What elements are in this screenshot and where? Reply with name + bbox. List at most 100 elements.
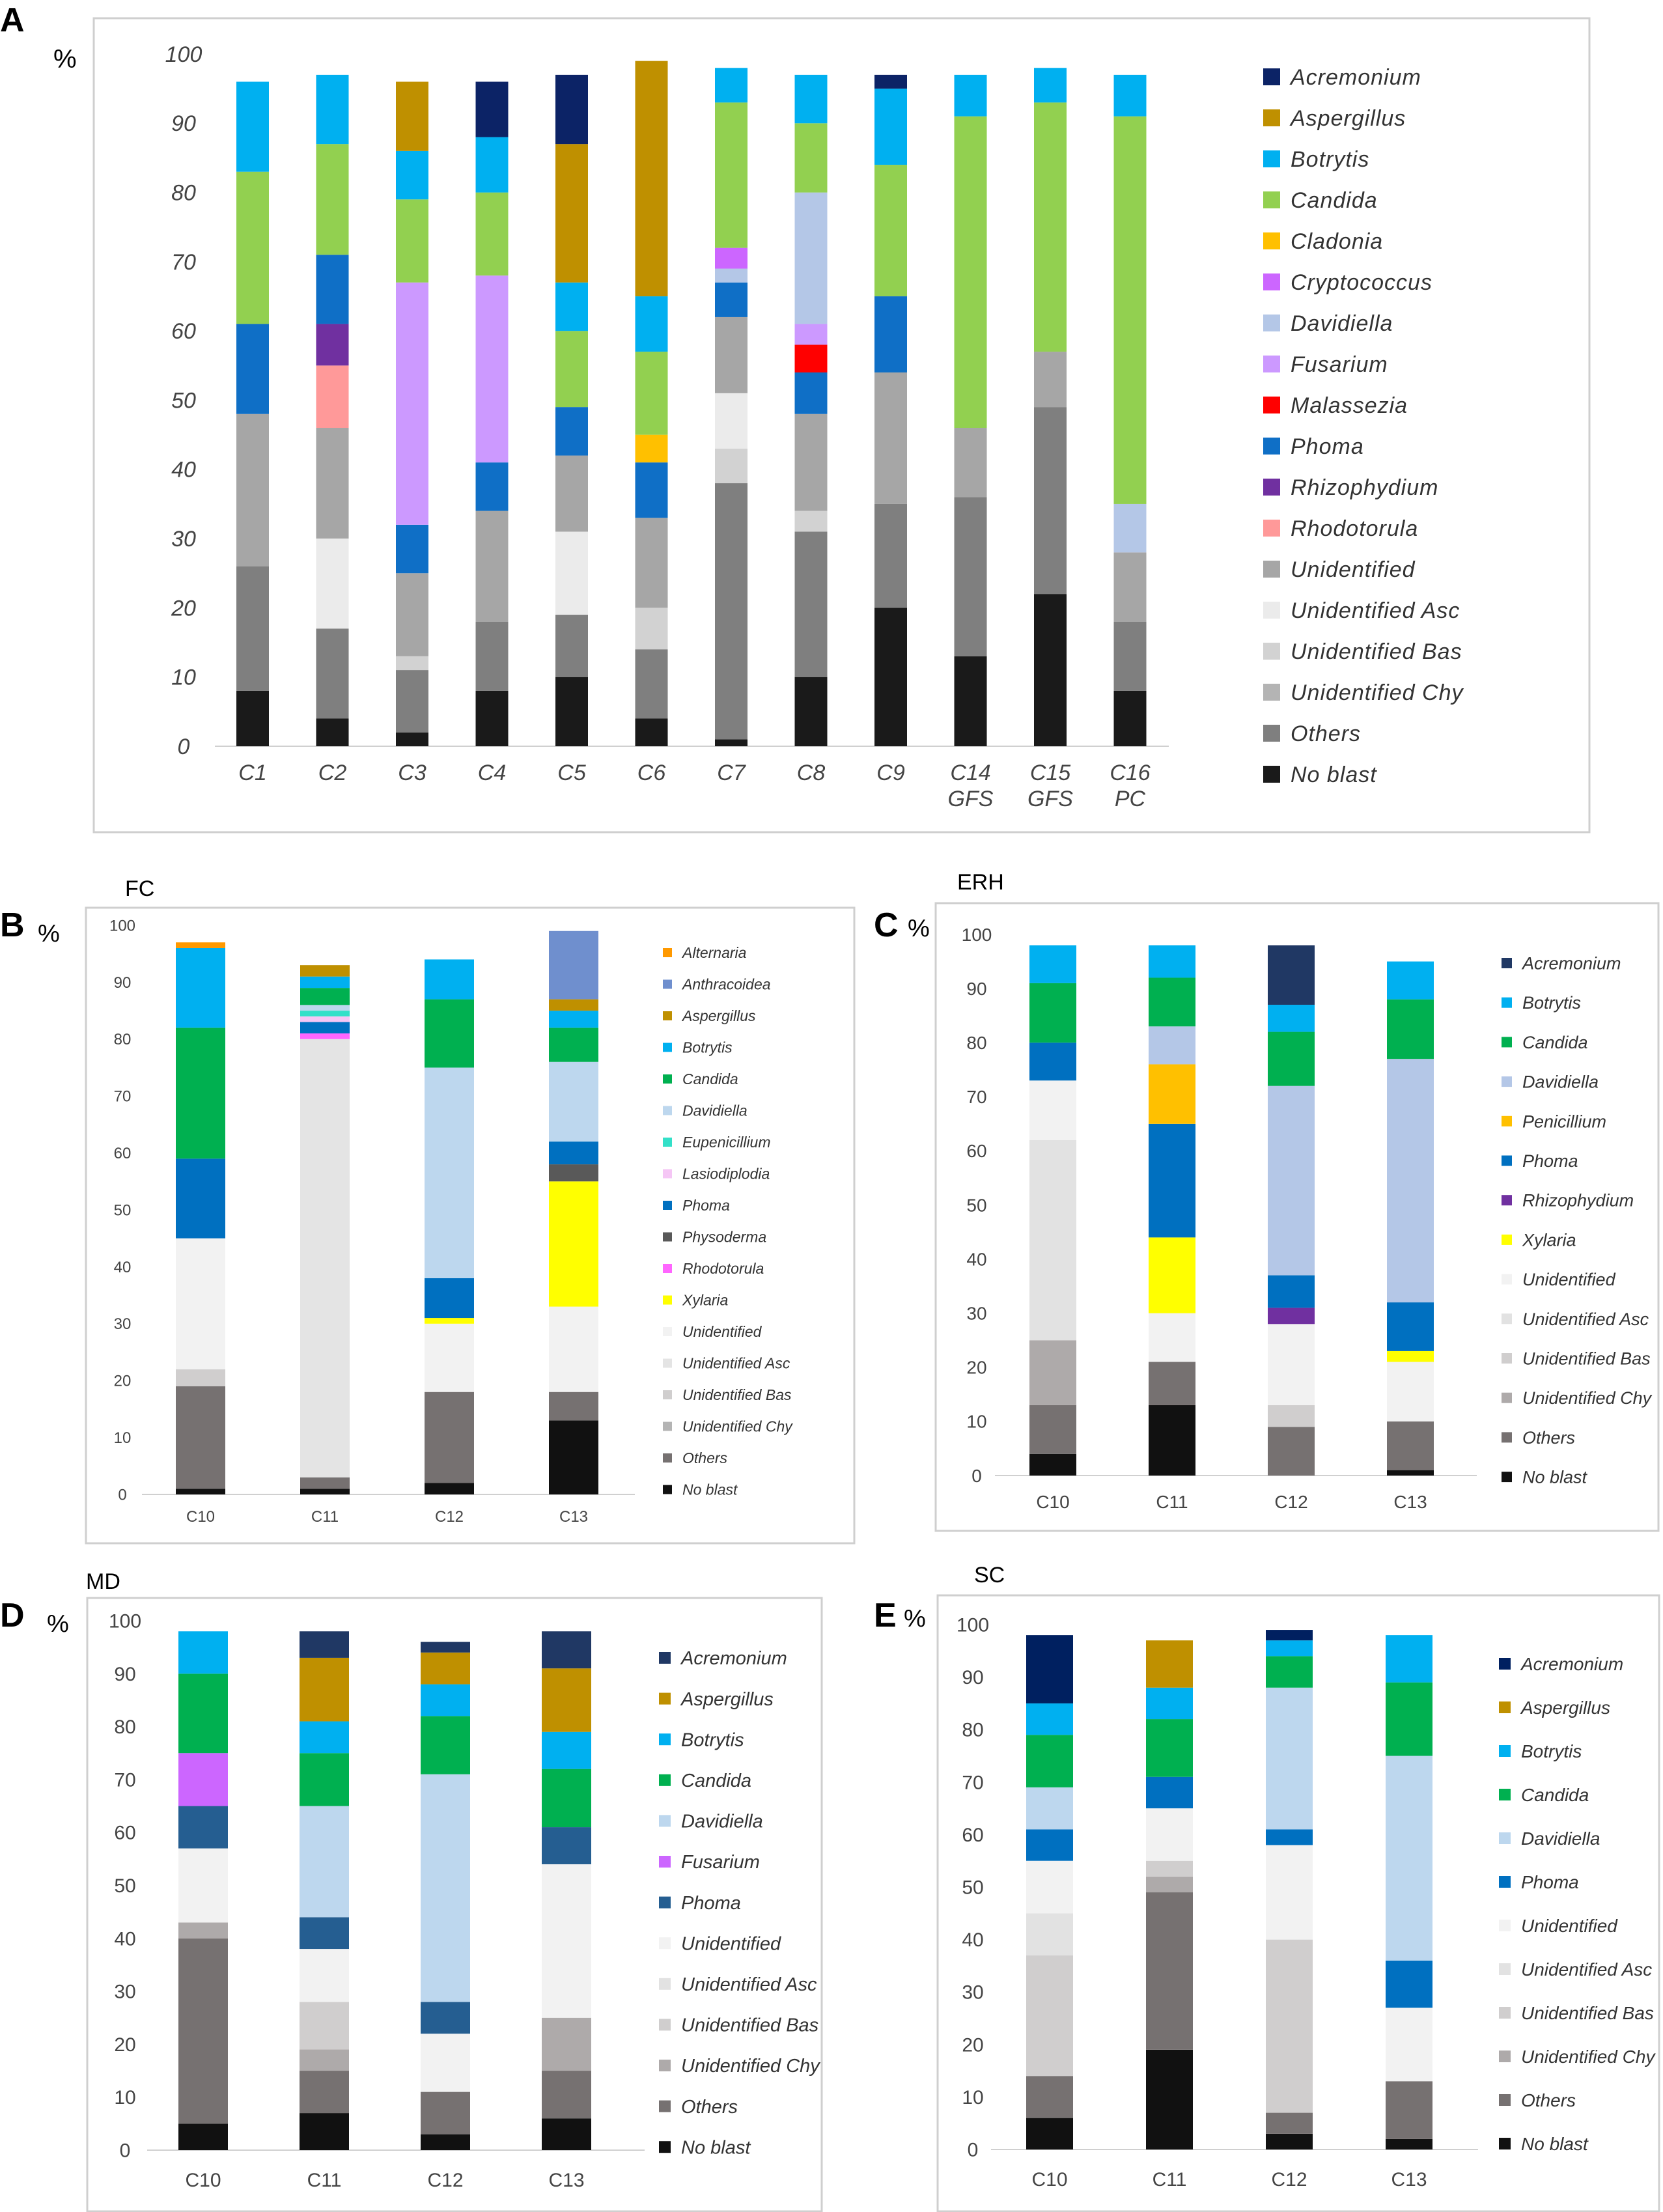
panel-c-bar-c11-unidentified <box>1149 1313 1195 1362</box>
panel-e-y-tick-90: 90 <box>962 1667 983 1688</box>
panel-c-x-label-c11: C11 <box>1156 1492 1188 1512</box>
panel-d-bar-c13-candida <box>542 1769 591 1828</box>
panel-e-legend-label-others: Others <box>1521 2090 1576 2110</box>
panel-e-bar-c10-candida <box>1026 1735 1073 1787</box>
panel-d-bar-c13-aspergillus <box>542 1668 591 1732</box>
panel-e-legend-label-phoma: Phoma <box>1521 1872 1579 1892</box>
panel-c-bar-c10-unidentified-chy <box>1029 1340 1076 1405</box>
panel-a-bar-c16-pc-no-blast <box>1113 690 1147 746</box>
panel-b-legend-swatch-anthracoidea <box>663 979 672 989</box>
panel-b-legend-swatch-unidentified-chy <box>663 1421 672 1431</box>
panel-c-bar-c13-others <box>1387 1421 1434 1470</box>
panel-d-legend-label-unidentified: Unidentified <box>681 1933 781 1954</box>
panel-a-bar-c9-others <box>874 503 907 608</box>
panel-b-y-tick-50: 50 <box>114 1201 132 1219</box>
panel-d-bar-c12-others <box>421 2092 470 2135</box>
panel-c-bar-c10-botrytis <box>1029 945 1076 983</box>
panel-a-legend-label-cladonia: Cladonia <box>1291 229 1383 254</box>
panel-a-legend-label-unidentified-asc: Unidentified Asc <box>1291 598 1460 623</box>
panel-d-legend-swatch-unidentified-asc <box>659 1978 671 1990</box>
panel-c-legend-swatch-rhizophydium <box>1502 1195 1512 1206</box>
panel-a-legend-swatch-phoma <box>1263 438 1280 455</box>
panel-b-bar-c13-botrytis <box>549 1011 598 1028</box>
panel-b-bar-c11-phoma <box>300 1022 350 1034</box>
panel-a-legend-label-unidentified-chy: Unidentified Chy <box>1291 680 1464 705</box>
panel-b-bar-c13-phoma <box>549 1141 598 1165</box>
panel-e-ylabel: % <box>904 1605 926 1632</box>
panel-c-bar-c11-penicillium <box>1149 1064 1195 1124</box>
panel-a-bar-c2-others <box>316 628 349 719</box>
panel-a-bar-c2-rhizophydium <box>316 324 349 366</box>
panel-a-bar-c3-phoma <box>396 524 428 574</box>
panel-c-bar-c12-candida <box>1268 1031 1315 1086</box>
panel-b-y-tick-90: 90 <box>114 974 132 992</box>
panel-a-legend-swatch-acremonium <box>1263 68 1280 85</box>
panel-a-bar-c8-unidentified <box>794 413 828 511</box>
panel-d-y-tick-40: 40 <box>114 1928 135 1950</box>
panel-a-bar-c3-unidentified-bas <box>396 656 428 671</box>
panel-a-legend-label-malassezia: Malassezia <box>1291 393 1408 418</box>
panel-c-bar-c10-candida <box>1029 983 1076 1043</box>
panel-a-bar-c5-botrytis <box>555 282 588 331</box>
panel-a-legend-label-rhodotorula: Rhodotorula <box>1291 516 1418 541</box>
panel-c-bar-c11-botrytis <box>1149 945 1195 978</box>
panel-c-legend-label-botrytis: Botrytis <box>1522 993 1581 1013</box>
panel-e-plot: 0 10 20 30 40 50 60 70 80 90 100 C10 C11 C12 C13 Acremo… <box>957 1615 1656 2191</box>
panel-b-bar-c12-unidentified <box>425 1323 474 1392</box>
panel-a-legend-swatch-no-blast <box>1263 766 1280 783</box>
panel-a-x-label-c1: C1 <box>238 761 266 785</box>
panel-b-bar-c11-eupenicillium <box>300 1011 350 1016</box>
panel-b-bar-c10-unidentified <box>176 1238 225 1369</box>
panel-d-legend-label-botrytis: Botrytis <box>681 1729 744 1750</box>
panel-b-legend-label-davidiella: Davidiella <box>682 1102 748 1119</box>
panel-c-bar-c10-phoma <box>1029 1043 1076 1081</box>
panel-e-legend-swatch-aspergillus <box>1499 1701 1511 1713</box>
panel-c-x-label-c10: C10 <box>1036 1492 1069 1512</box>
panel-b-legend-label-others: Others <box>682 1449 728 1466</box>
panel-d-legend-label-others: Others <box>681 2097 738 2118</box>
panel-d-bar-c13-unidentified <box>542 1864 591 2018</box>
panel-a-x-label-c2: C2 <box>318 761 347 785</box>
panel-a-y-tick-10: 10 <box>171 665 196 690</box>
panel-b-bar-c11-lasiodiplodia <box>300 1016 350 1022</box>
panel-a-bar-c2-phoma <box>316 255 349 324</box>
panel-a-bar-c4-candida <box>475 192 509 276</box>
panel-e-bar-c11-aspergillus <box>1146 1640 1193 1688</box>
panel-a-x-label-c8: C8 <box>797 761 826 785</box>
panel-a-bar-c2-unidentified-asc <box>316 539 349 629</box>
panel-b-legend-swatch-unidentified-bas <box>663 1390 672 1399</box>
panel-c-bar-c13-phoma <box>1387 1302 1434 1351</box>
panel-d-bar-c11-no-blast <box>300 2113 349 2150</box>
panel-e-bar-c11-phoma <box>1146 1776 1193 1809</box>
panel-d-bar-c13-no-blast <box>542 2118 591 2150</box>
panel-c-bar-c13-botrytis <box>1387 961 1434 1000</box>
panel-c-bar-c13-davidiella <box>1387 1059 1434 1303</box>
panel-a-bar-c7-unidentified-asc <box>715 393 748 449</box>
panel-b-y-tick-100: 100 <box>109 917 135 934</box>
panel-e-bar-c12-others <box>1266 2112 1313 2134</box>
panel-d-legend-swatch-davidiella <box>659 1815 671 1827</box>
panel-a-bar-c4-phoma <box>475 462 509 511</box>
panel-b-bar-c11-rhodotorula <box>300 1033 350 1039</box>
panel-d-bar-c11-unidentified <box>300 1949 349 2002</box>
panel-d-bar-c10-candida <box>178 1673 228 1754</box>
panel-e-legend-label-botrytis: Botrytis <box>1521 1741 1582 1761</box>
panel-c-y-tick-100: 100 <box>962 925 992 945</box>
panel-b-legend-swatch-xylaria <box>663 1295 672 1305</box>
panel-c-legend-swatch-unidentified <box>1502 1274 1512 1285</box>
panel-c-legend-swatch-no-blast <box>1502 1472 1512 1483</box>
panel-a-bar-c14-gfs-candida <box>954 116 987 428</box>
panel-c-legend-label-rhizophydium: Rhizophydium <box>1522 1191 1634 1211</box>
panel-d-legend-swatch-botrytis <box>659 1733 671 1746</box>
panel-c-legend-swatch-davidiella <box>1502 1076 1512 1087</box>
panel-c-bar-c11-xylaria <box>1149 1237 1195 1313</box>
panel-a-y-tick-0: 0 <box>178 735 190 759</box>
panel-a-y-tick-50: 50 <box>171 388 196 413</box>
panel-b-bar-c13-no-blast <box>549 1420 598 1494</box>
panel-e-legend-swatch-candida <box>1499 1789 1511 1800</box>
panel-b-legend-label-alternaria: Alternaria <box>681 944 746 961</box>
panel-a-x-label-gfs: GFS <box>1027 787 1073 811</box>
panel-a-x-label-c3: C3 <box>398 761 426 785</box>
panel-a-y-tick-20: 20 <box>171 596 196 621</box>
panel-a-bar-c14-gfs-unidentified <box>954 428 987 497</box>
